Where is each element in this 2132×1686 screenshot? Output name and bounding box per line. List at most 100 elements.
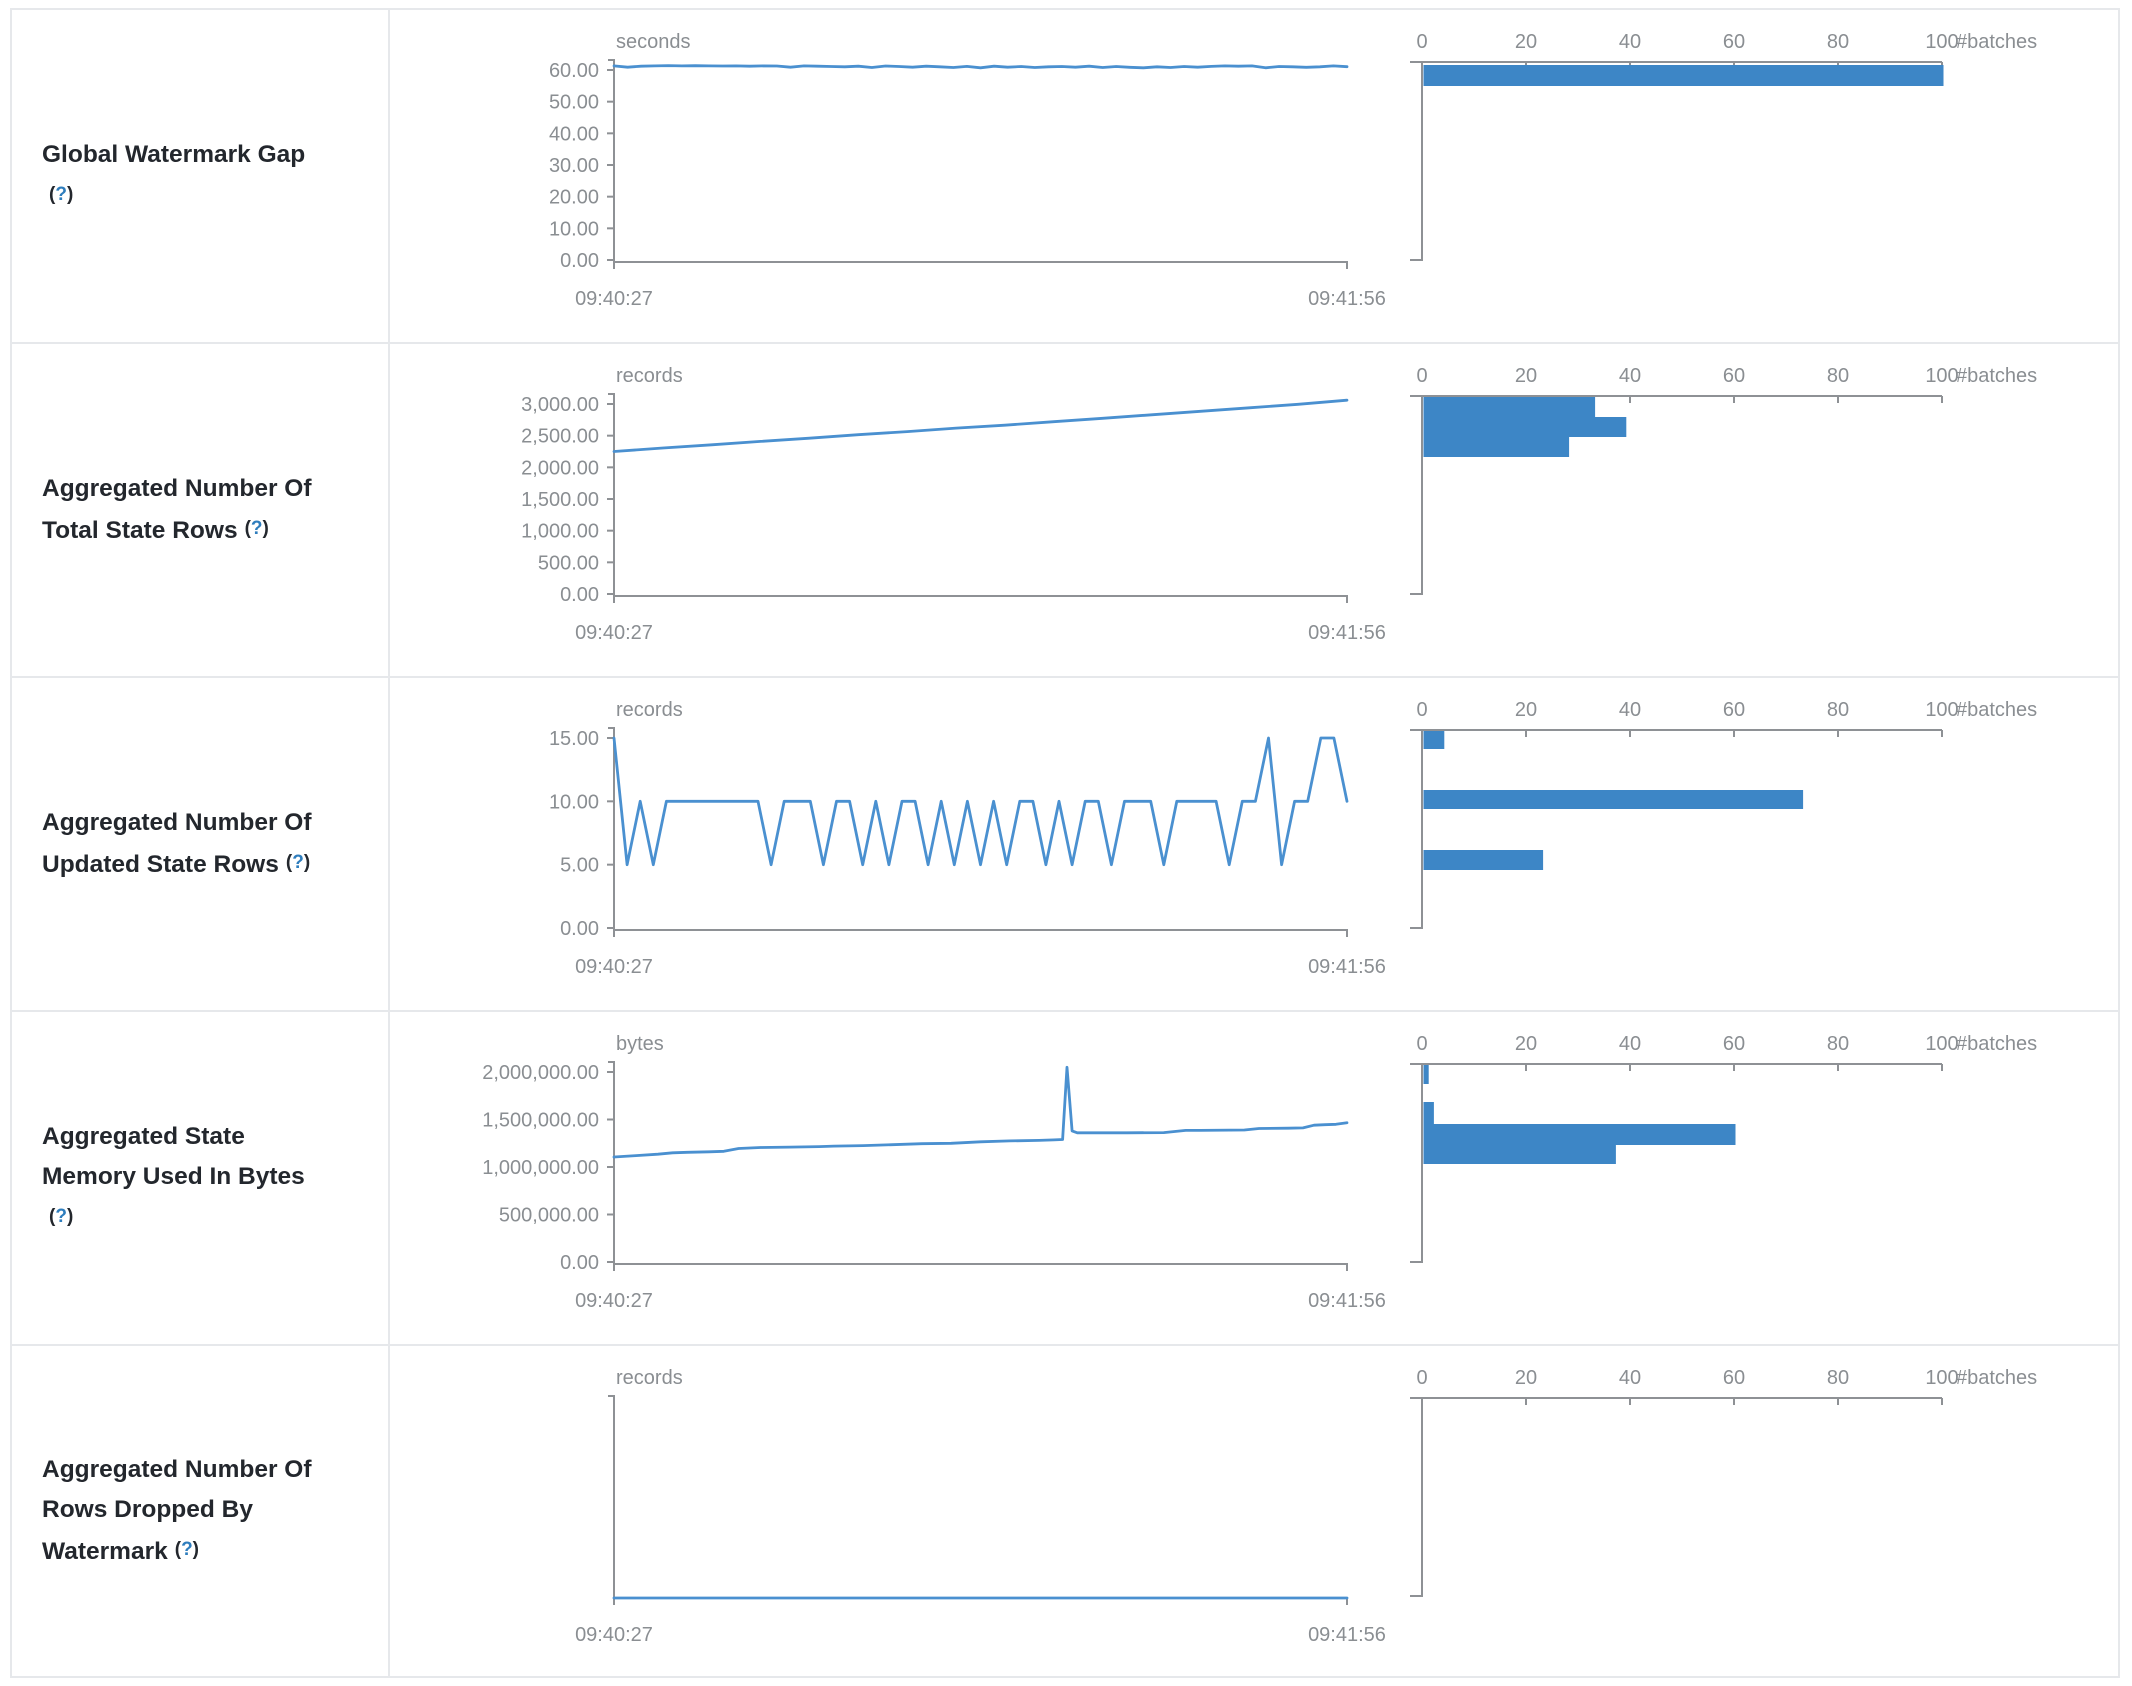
timeline-and-histogram-chart: seconds 60.00 50.00 40.00 30.00 20.00 10.00 0.0… [549,31,2037,310]
svg-text:100: 100 [1925,31,1958,53]
svg-text:40: 40 [1619,365,1641,387]
svg-text:0: 0 [1416,31,1427,53]
svg-text:20: 20 [1515,1033,1537,1055]
metric-row-global-watermark-gap: Global Watermark Gap (?) seconds 60.00 50.… [12,10,2118,344]
timeline-and-histogram-chart: bytes 2,000,000.00 1,500,000.00 1,000,000.0… [482,1033,2037,1312]
histogram-bar [1423,1102,1434,1124]
svg-text:09:41:56: 09:41:56 [1308,622,1386,644]
help-link[interactable]: (?) [286,852,310,873]
svg-text:5.00: 5.00 [560,855,599,877]
svg-text:records: records [616,365,683,387]
metric-label-cell: Aggregated Number Of Total State Rows (?) [12,344,390,676]
histogram-bar [1423,790,1804,809]
svg-text:60: 60 [1723,365,1745,387]
svg-text:15.00: 15.00 [549,728,599,750]
svg-text:40: 40 [1619,31,1641,53]
timeline-plot: seconds 60.00 50.00 40.00 30.00 20.00 10.00 0.0… [549,31,1386,310]
histogram-bar [1423,1124,1736,1145]
metric-name: Aggregated Number Of Updated State Rows [42,809,312,878]
metric-label-cell: Aggregated State Memory Used In Bytes (?… [12,1012,390,1344]
svg-text:2,000.00: 2,000.00 [521,457,599,479]
svg-text:#batches: #batches [1956,31,2037,53]
svg-text:2,000,000.00: 2,000,000.00 [482,1062,599,1084]
svg-text:09:40:27: 09:40:27 [575,1290,653,1312]
histogram-plot: 0 20 40 60 80 100#batches [1410,31,2037,261]
paren-open: ( [285,852,293,873]
chart-cell: records 3,000.00 2,500.00 2,000.00 1,500.00 1… [390,344,2118,676]
help-link[interactable]: (?) [245,518,269,539]
metric-label: Aggregated State Memory Used In Bytes (?… [42,1117,370,1239]
metric-label: Aggregated Number Of Total State Rows (?) [42,469,370,551]
paren-close: ) [66,1206,74,1227]
svg-text:#batches: #batches [1956,365,2037,387]
svg-text:records: records [616,1367,683,1389]
timeline-and-histogram-chart: records 3,000.00 2,500.00 2,000.00 1,500.00 1… [521,365,2037,644]
svg-text:20: 20 [1515,1367,1537,1389]
svg-text:40: 40 [1619,699,1641,721]
svg-text:60: 60 [1723,31,1745,53]
svg-text:80: 80 [1827,1367,1849,1389]
paren-open: ( [244,518,251,539]
question-mark-icon[interactable]: ? [55,1206,67,1227]
svg-text:100: 100 [1925,365,1958,387]
question-mark-icon[interactable]: ? [292,852,304,873]
timeline-plot: records 09:40:27 09:41:56 [575,1367,1386,1646]
svg-text:2,500.00: 2,500.00 [521,426,599,448]
svg-text:100: 100 [1925,699,1958,721]
histogram-plot: 0 20 40 60 80 100#batches [1410,1367,2037,1597]
svg-text:3,000.00: 3,000.00 [521,394,599,416]
help-link[interactable]: (?) [49,1206,73,1227]
svg-text:500.00: 500.00 [538,552,599,574]
streaming-metrics-table: Global Watermark Gap (?) seconds 60.00 50.… [10,8,2120,1678]
timeline-plot: bytes 2,000,000.00 1,500,000.00 1,000,000.0… [482,1033,1386,1312]
svg-text:80: 80 [1827,1033,1849,1055]
svg-text:09:40:27: 09:40:27 [575,956,653,978]
metric-label-cell: Global Watermark Gap (?) [12,10,390,342]
svg-text:100: 100 [1925,1033,1958,1055]
svg-text:09:41:56: 09:41:56 [1308,1290,1386,1312]
svg-text:0.00: 0.00 [560,250,599,272]
svg-text:50.00: 50.00 [549,92,599,114]
svg-text:#batches: #batches [1956,699,2037,721]
metric-label: Aggregated Number Of Updated State Rows(… [42,803,370,885]
svg-text:1,000.00: 1,000.00 [521,521,599,543]
histogram-bar [1423,1145,1616,1164]
svg-text:0.00: 0.00 [560,1252,599,1274]
paren-close: ) [192,1539,199,1560]
svg-text:30.00: 30.00 [549,155,599,177]
metric-label: Aggregated Number Of Rows Dropped By Wat… [42,1450,370,1572]
histogram-bar [1423,437,1570,457]
histogram-plot: 0 20 40 60 80 100#batches [1410,699,2037,929]
svg-text:bytes: bytes [616,1033,664,1055]
svg-text:1,500,000.00: 1,500,000.00 [482,1110,599,1132]
paren-close: ) [66,184,74,205]
histogram-bar [1423,1065,1429,1084]
metric-name: Aggregated State Memory Used In Bytes [42,1123,305,1190]
svg-text:20: 20 [1515,31,1537,53]
svg-text:0: 0 [1416,365,1427,387]
metric-name: Global Watermark Gap [42,141,306,168]
svg-text:20: 20 [1515,699,1537,721]
svg-text:0: 0 [1416,1367,1427,1389]
question-mark-icon[interactable]: ? [181,1539,193,1560]
histogram-plot: 0 20 40 60 80 100#batches [1410,365,2037,595]
timeline-plot: records 3,000.00 2,500.00 2,000.00 1,500.00 1… [521,365,1386,644]
metric-name: Aggregated Number Of Total State Rows [42,475,312,544]
svg-text:#batches: #batches [1956,1367,2037,1389]
svg-text:20.00: 20.00 [549,187,599,209]
timeline-plot: records 15.00 10.00 5.00 0.00 09:40:27 09:41:5… [549,699,1386,978]
metric-label-cell: Aggregated Number Of Rows Dropped By Wat… [12,1346,390,1676]
svg-text:10.00: 10.00 [549,218,599,240]
svg-text:records: records [616,699,683,721]
question-mark-icon[interactable]: ? [55,184,67,205]
help-link[interactable]: (?) [49,184,73,205]
svg-text:60.00: 60.00 [549,60,599,82]
histogram-bar [1423,850,1544,870]
question-mark-icon[interactable]: ? [250,518,263,539]
svg-text:seconds: seconds [616,31,691,53]
help-link[interactable]: (?) [175,1539,199,1560]
svg-text:09:40:27: 09:40:27 [575,1624,653,1646]
svg-text:60: 60 [1723,699,1745,721]
svg-text:#batches: #batches [1956,1033,2037,1055]
svg-text:100: 100 [1925,1367,1958,1389]
